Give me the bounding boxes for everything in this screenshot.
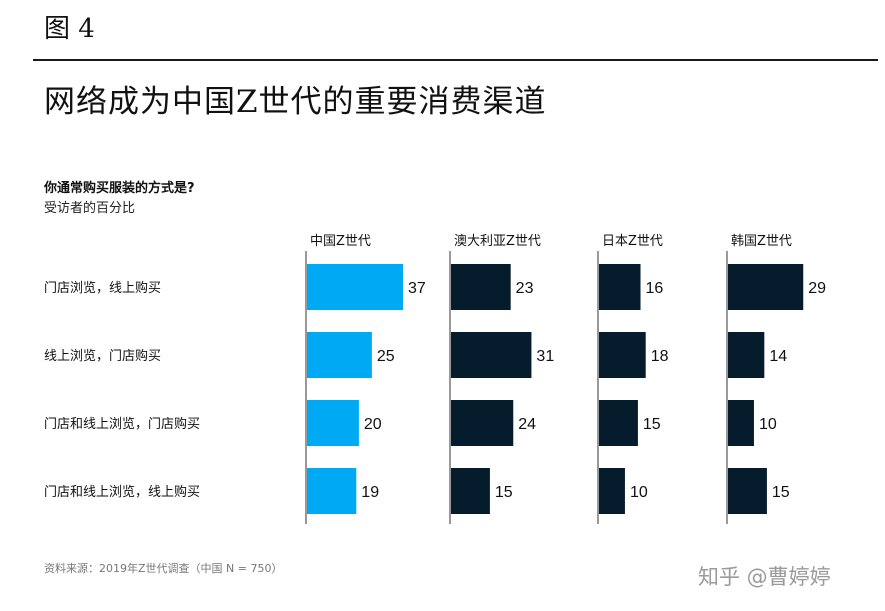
bar bbox=[451, 332, 532, 378]
data-label: 29 bbox=[808, 280, 826, 297]
bar bbox=[728, 468, 767, 514]
bar bbox=[599, 332, 646, 378]
bar bbox=[307, 264, 403, 310]
source-note: 资料来源：2019年Z世代调查（中国 N = 750） bbox=[44, 562, 283, 575]
title-divider bbox=[33, 59, 878, 61]
data-label: 37 bbox=[408, 280, 426, 297]
series-header: 中国Z世代 bbox=[310, 234, 371, 249]
bar bbox=[307, 468, 357, 514]
data-label: 25 bbox=[377, 348, 395, 365]
data-label: 31 bbox=[536, 348, 554, 365]
data-label: 24 bbox=[518, 416, 536, 433]
bar bbox=[451, 264, 511, 310]
data-label: 18 bbox=[651, 348, 669, 365]
data-label: 14 bbox=[769, 348, 787, 365]
bar bbox=[728, 400, 754, 446]
bar bbox=[599, 400, 638, 446]
watermark: 知乎 @曹婷婷 bbox=[698, 565, 831, 589]
series-header: 韩国Z世代 bbox=[731, 234, 792, 249]
survey-question: 你通常购买服装的方式是? bbox=[44, 181, 195, 196]
series-header: 日本Z世代 bbox=[602, 234, 663, 249]
bar bbox=[307, 400, 359, 446]
bar bbox=[451, 400, 514, 446]
chart-subtitle: 受访者的百分比 bbox=[44, 201, 136, 216]
chart-title: 网络成为中国Z世代的重要消费渠道 bbox=[44, 84, 547, 120]
category-label: 线上浏览，门店购买 bbox=[44, 348, 161, 364]
bar bbox=[451, 468, 490, 514]
bar bbox=[728, 332, 765, 378]
series-header: 澳大利亚Z世代 bbox=[454, 233, 541, 249]
data-label: 23 bbox=[516, 280, 534, 297]
data-label: 20 bbox=[364, 416, 382, 433]
data-label: 19 bbox=[361, 484, 379, 501]
data-label: 10 bbox=[759, 416, 777, 433]
bar bbox=[728, 264, 804, 310]
bar bbox=[307, 332, 372, 378]
bar bbox=[599, 468, 625, 514]
category-label: 门店和线上浏览，门店购买 bbox=[44, 416, 200, 432]
data-label: 10 bbox=[630, 484, 648, 501]
bar bbox=[599, 264, 641, 310]
category-label: 门店和线上浏览，线上购买 bbox=[44, 484, 200, 500]
category-label: 门店浏览，线上购买 bbox=[44, 280, 161, 296]
data-label: 15 bbox=[643, 416, 661, 433]
figure-label: 图 4 bbox=[44, 14, 95, 44]
data-label: 16 bbox=[646, 280, 664, 297]
data-label: 15 bbox=[772, 484, 790, 501]
data-label: 15 bbox=[495, 484, 513, 501]
